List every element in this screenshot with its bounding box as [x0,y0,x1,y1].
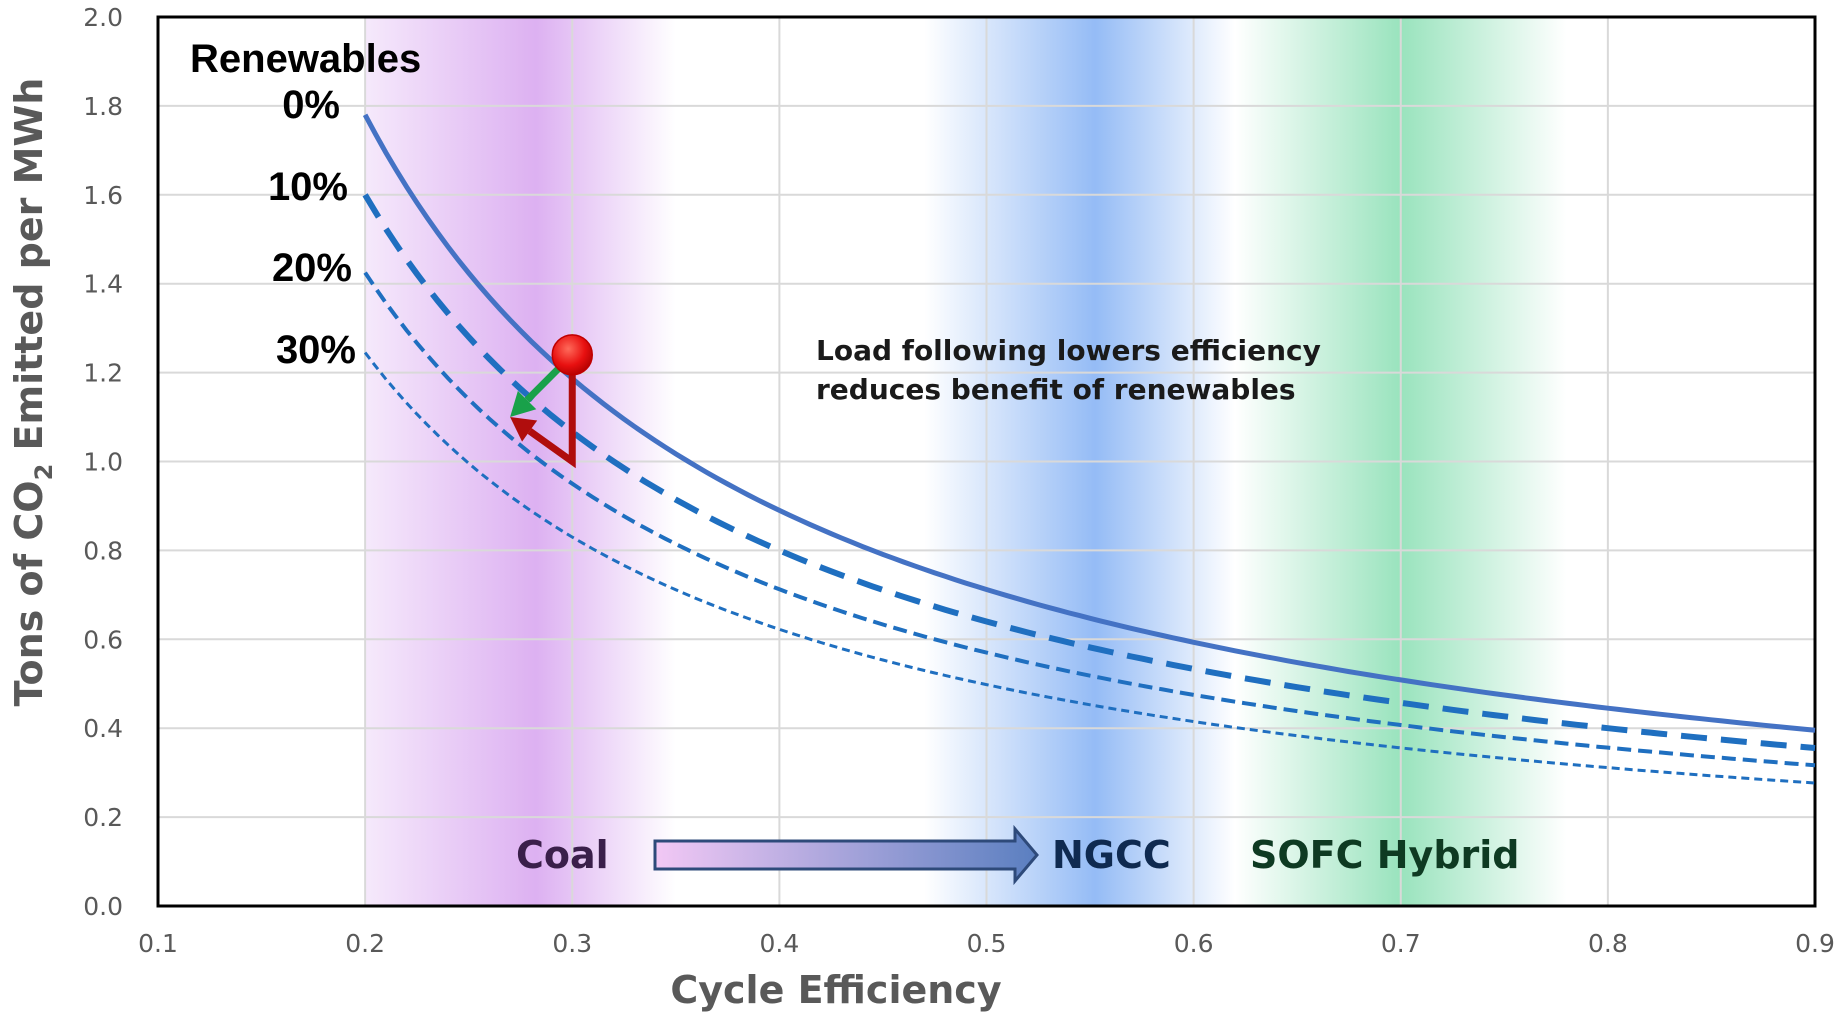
x-tick-label: 0.7 [1381,929,1421,958]
y-tick-label: 0.4 [83,714,123,743]
y-tick-label: 1.4 [83,270,123,299]
y-axis: 0.0 0.2 0.4 0.6 0.8 1.0 1.2 1.4 1.6 1.8 2.0 [83,3,123,921]
x-tick-label: 0.2 [345,929,385,958]
series-label-2: 20% [272,246,352,290]
series-line-2 [363,271,1816,768]
technology-progression: Coal NGCC SOFC Hybrid [516,824,1520,886]
y-tick-label: 0.8 [83,536,123,565]
y-tick-label: 1.6 [83,181,123,210]
region-label-coal: Coal [516,833,609,877]
arrow-head-1 [510,417,538,442]
y-tick-label: 0.2 [83,803,123,832]
x-tick-label: 0.1 [138,929,178,958]
arrow-head-0 [510,390,537,418]
series-label-0: 0% [282,83,340,127]
y-tick-label: 1.8 [83,92,123,121]
x-tick-label: 0.9 [1795,929,1835,958]
annotation-line-1: Load following lowers efficiency [816,334,1321,367]
annotation-line-2: reduces benefit of renewables [816,373,1296,406]
y-axis-title-part-1: Tons of CO [7,480,51,706]
series [362,113,1816,785]
series-line-1 [362,193,1816,751]
x-tick-label: 0.6 [1174,929,1214,958]
x-tick-label: 0.4 [759,929,799,958]
series-line-0 [362,113,1816,733]
region-label-sofc: SOFC Hybrid [1250,833,1520,877]
x-axis: 0.1 0.2 0.3 0.4 0.5 0.6 0.7 0.8 0.9 [138,929,1835,958]
y-tick-label: 0.6 [83,625,123,654]
region-label-ngcc: NGCC [1052,833,1171,877]
progression-arrow [653,824,1039,886]
series-labels: 0% 10% 20% 30% [268,83,356,372]
x-axis-title: Cycle Efficiency [670,968,1001,1012]
annotation: Load following lowers efficiency reduces… [816,334,1321,406]
x-tick-label: 0.5 [967,929,1007,958]
y-tick-label: 2.0 [83,3,123,32]
y-axis-title: Tons of CO2 Emitted per MWh [7,78,58,707]
series-label-1: 10% [268,165,348,209]
series-label-3: 30% [276,328,356,372]
series-line-3 [363,351,1816,785]
svg-text:Tons of CO2 Emitted per MWh: Tons of CO2 Emitted per MWh [7,78,58,707]
y-tick-label: 0.0 [83,892,123,921]
arrow-line-1 [527,354,576,469]
operating-point-marker [551,334,593,376]
plot-border [156,15,1817,908]
y-tick-label: 1.0 [83,448,123,477]
y-axis-title-part-2: Emitted per MWh [7,78,51,464]
y-tick-label: 1.2 [83,359,123,388]
x-tick-label: 0.3 [552,929,592,958]
y-axis-title-subscript: 2 [30,464,58,481]
legend-title: Renewables [190,37,421,81]
x-tick-label: 0.8 [1588,929,1628,958]
